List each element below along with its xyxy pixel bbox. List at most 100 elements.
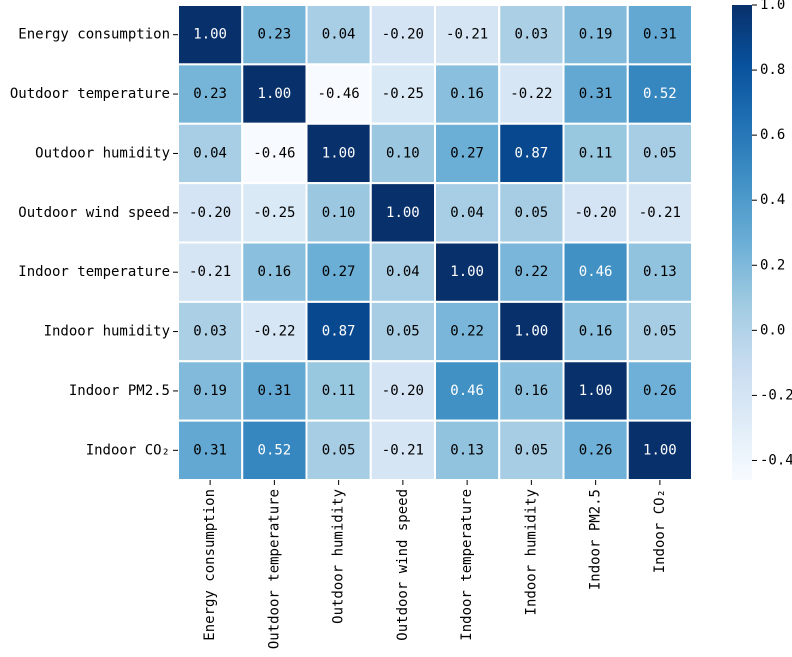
x-tick-label: Outdoor humidity xyxy=(331,489,347,624)
cell-label: 0.16 xyxy=(579,324,613,340)
heatmap-cell xyxy=(562,300,629,363)
cell-label: -0.20 xyxy=(575,205,617,221)
cell-label: 0.27 xyxy=(450,145,484,161)
cell-label: -0.46 xyxy=(318,86,360,102)
cell-label: 0.11 xyxy=(579,145,613,161)
cell-label: -0.20 xyxy=(382,383,424,399)
y-tick-label: Indoor CO₂ xyxy=(86,442,170,458)
heatmap-cell xyxy=(241,63,308,125)
cell-label: 0.05 xyxy=(322,442,356,458)
cell-label: 0.05 xyxy=(643,145,677,161)
heatmap-cell xyxy=(498,63,565,125)
x-tick-label: Outdoor temperature xyxy=(266,489,282,649)
cell-label: 0.23 xyxy=(258,27,292,43)
x-tick-label: Energy consumption xyxy=(202,489,218,641)
cell-label: 0.46 xyxy=(579,264,613,280)
cell-label: 0.03 xyxy=(515,27,549,43)
cell-label: 0.52 xyxy=(258,442,292,458)
colorbar-tick-label: 0.6 xyxy=(760,127,785,143)
cell-label: 0.05 xyxy=(515,205,549,221)
cell-label: 0.31 xyxy=(643,27,677,43)
cell-label: 0.16 xyxy=(515,383,549,399)
cell-label: 0.19 xyxy=(193,383,227,399)
heatmap-cell xyxy=(241,4,308,66)
cell-label: -0.22 xyxy=(510,86,552,102)
heatmap-cell xyxy=(626,300,693,363)
heatmap-cell xyxy=(434,360,501,422)
heatmap-cell xyxy=(434,182,501,244)
colorbar-tick-label: 0.8 xyxy=(760,62,785,78)
colorbar-tick-label: 0.2 xyxy=(760,257,785,273)
heatmap-cell xyxy=(626,4,693,66)
cell-label: -0.21 xyxy=(189,264,231,280)
cell-label: 0.04 xyxy=(193,145,227,161)
y-tick-label: Outdoor wind speed xyxy=(18,205,170,221)
cell-label: 0.16 xyxy=(450,86,484,102)
cell-label: 0.31 xyxy=(193,442,227,458)
heatmap-cell xyxy=(626,63,693,125)
cell-label: 0.87 xyxy=(322,324,356,340)
cell-label: -0.20 xyxy=(382,27,424,43)
cell-label: 0.05 xyxy=(643,324,677,340)
cell-label: 0.10 xyxy=(386,145,420,161)
heatmap-cell xyxy=(305,419,372,481)
heatmap-cell xyxy=(562,122,629,185)
cell-label: -0.21 xyxy=(382,442,424,458)
heatmap-cell xyxy=(434,300,501,363)
cell-label: 0.13 xyxy=(450,442,484,458)
cell-label: 0.23 xyxy=(193,86,227,102)
heatmap-cell xyxy=(498,122,565,185)
cell-label: 0.46 xyxy=(450,383,484,399)
cell-label: 0.19 xyxy=(579,27,613,43)
heatmap-cell xyxy=(498,360,565,422)
heatmap-cell xyxy=(305,122,372,185)
cell-label: 0.22 xyxy=(450,324,484,340)
cell-label: 0.16 xyxy=(258,264,292,280)
colorbar-tick-label: 0.4 xyxy=(760,192,785,208)
y-tick-label: Outdoor temperature xyxy=(10,86,170,102)
cell-label: -0.46 xyxy=(253,145,295,161)
heatmap-cell xyxy=(626,122,693,185)
cell-label: 1.00 xyxy=(643,442,677,458)
cell-label: 0.03 xyxy=(193,324,227,340)
heatmap-cell xyxy=(498,4,565,66)
cell-label: 0.05 xyxy=(515,442,549,458)
heatmap-cell xyxy=(369,122,436,185)
cell-label: 0.04 xyxy=(322,27,356,43)
heatmap-cell xyxy=(177,360,244,422)
cell-label: 0.31 xyxy=(258,383,292,399)
cell-label: 0.13 xyxy=(643,264,677,280)
x-tick-label: Outdoor wind speed xyxy=(395,489,411,641)
cell-label: -0.25 xyxy=(382,86,424,102)
heatmap-cell xyxy=(626,419,693,481)
cell-label: 0.04 xyxy=(386,264,420,280)
colorbar-tick-label: 1.0 xyxy=(760,0,785,13)
heatmap-cell xyxy=(241,360,308,422)
cell-label: -0.22 xyxy=(253,324,295,340)
cell-label: 1.00 xyxy=(386,205,420,221)
x-tick-label: Indoor CO₂ xyxy=(652,489,668,573)
cell-label: 0.87 xyxy=(515,145,549,161)
x-tick-label: Indoor PM2.5 xyxy=(588,489,604,590)
x-tick-label: Indoor humidity xyxy=(523,489,539,615)
y-tick-label: Indoor humidity xyxy=(44,324,170,340)
cell-label: 0.52 xyxy=(643,86,677,102)
colorbar xyxy=(732,5,752,480)
cell-label: 0.10 xyxy=(322,205,356,221)
cell-label: 0.31 xyxy=(579,86,613,102)
heatmap-cell xyxy=(498,300,565,363)
cell-label: 0.11 xyxy=(322,383,356,399)
heatmap-cell xyxy=(626,360,693,422)
cell-label: 1.00 xyxy=(322,145,356,161)
x-tick-label: Indoor temperature xyxy=(459,489,475,641)
cell-label: 1.00 xyxy=(193,27,227,43)
heatmap-cell xyxy=(434,419,501,481)
heatmap-cell xyxy=(562,182,629,244)
y-tick-label: Energy consumption xyxy=(18,27,170,43)
cell-label: 0.22 xyxy=(515,264,549,280)
y-tick-label: Indoor PM2.5 xyxy=(69,383,170,399)
heatmap-cell xyxy=(305,360,372,422)
cell-label: -0.25 xyxy=(253,205,295,221)
cell-label: 1.00 xyxy=(258,86,292,102)
